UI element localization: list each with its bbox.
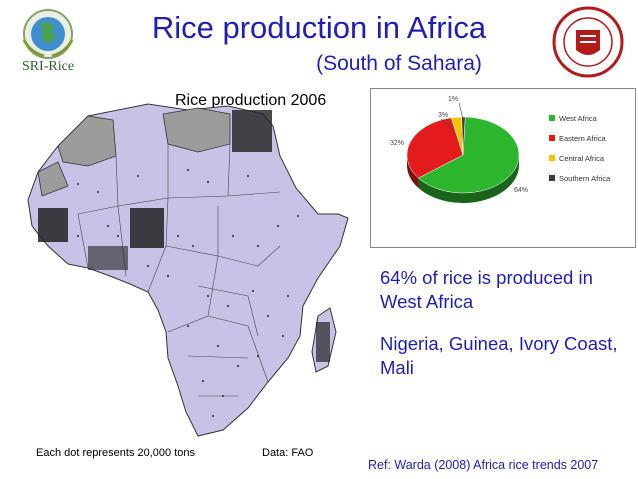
pie-label-eastern-africa: 32%	[390, 140, 404, 147]
pie-slice-west-africa	[418, 116, 520, 194]
legend-label-southern-africa: Southern Africa	[559, 174, 611, 183]
scattered-dots	[77, 169, 299, 417]
egypt-dense-region	[232, 110, 272, 152]
pie-side-west-africa	[418, 155, 519, 203]
pie-leader-line	[458, 102, 464, 120]
africa-map	[18, 96, 366, 442]
legend-label-eastern-africa: Eastern Africa	[559, 134, 607, 143]
grey-country-sahara	[37, 161, 69, 197]
map-caption: Rice production 2006	[175, 92, 327, 109]
top-countries-note: Nigeria, Guinea, Ivory Coast, Mali	[380, 333, 618, 378]
legend-swatch-west-africa	[549, 115, 555, 121]
grey-country-west	[57, 115, 117, 167]
pie-leader-line	[440, 118, 456, 132]
slide-title: Rice production in Africa	[151, 10, 487, 45]
pie-label-southern-africa: 1%	[448, 96, 458, 103]
west-africa-dots	[38, 208, 164, 270]
madagascar-dots	[316, 322, 330, 362]
dot-legend-note: Each dot represents 20,000 tons	[36, 447, 195, 459]
africa-outline	[27, 103, 349, 437]
grey-country-libya	[162, 107, 231, 153]
pie-slice-eastern-africa	[406, 117, 464, 179]
slide-subtitle: (South of Sahara)	[316, 52, 482, 75]
legend-swatch-southern-africa	[549, 175, 555, 181]
legend-swatch-central-africa	[549, 155, 555, 161]
pie-chart-panel: 64% 32% 3% 1% West Africa Eastern Africa Centr…	[370, 88, 636, 248]
legend-label-central-africa: Central Africa	[559, 154, 605, 163]
pie-side-eastern-africa	[407, 155, 419, 189]
west-africa-share-note: 64% of rice is produced in West Africa	[380, 267, 593, 312]
pie-label-west-africa: 64%	[514, 187, 528, 194]
university-seal	[546, 4, 630, 80]
legend-label-west-africa: West Africa	[559, 114, 598, 123]
pie-chart: 64% 32% 3% 1% West Africa Eastern Africa Centr…	[390, 96, 611, 203]
data-source-note: Data: FAO	[262, 447, 314, 459]
legend-swatch-eastern-africa	[549, 135, 555, 141]
sri-rice-logo: SRI-Rice	[4, 6, 92, 78]
pie-label-central-africa: 3%	[438, 112, 448, 119]
pie-slice-southern-africa	[461, 116, 466, 156]
sri-rice-logo-text: SRI-Rice	[22, 59, 74, 74]
reference-note: Ref: Warda (2008) Africa rice trends 200…	[368, 458, 599, 472]
country-borders	[77, 143, 281, 397]
